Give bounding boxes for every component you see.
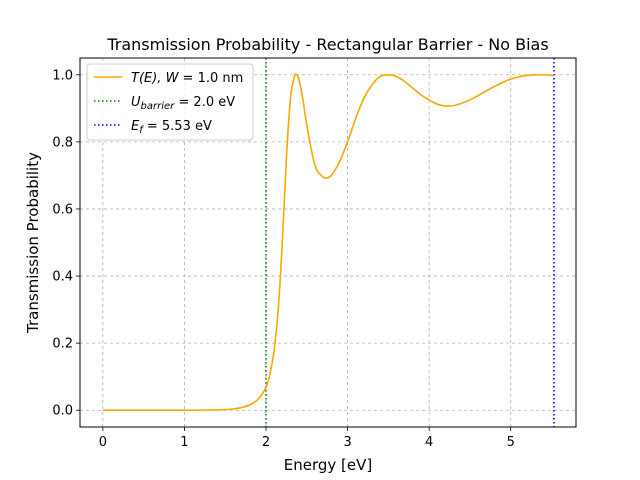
legend-barrier-value: = 2.0 eV xyxy=(174,95,235,110)
vertical-lines xyxy=(265,58,555,427)
legend-label-curve: T(E), W = 1.0 nm xyxy=(131,71,243,86)
transmission-curve xyxy=(102,73,555,412)
legend-box xyxy=(86,63,254,141)
y-axis-label: Transmission Probability xyxy=(24,152,42,334)
y-tick-label: 1.0 xyxy=(52,68,73,83)
legend-curve-value: 1.0 nm xyxy=(198,71,244,86)
x-tick-label: 5 xyxy=(507,435,515,450)
legend-barrier-sub: barrier xyxy=(141,101,176,112)
x-tick-label: 3 xyxy=(343,435,351,450)
x-tick-label: 1 xyxy=(180,435,188,450)
y-tick-label: 0.6 xyxy=(52,202,73,217)
legend-fermi-sub: f xyxy=(139,125,144,136)
y-tick-label: 0.4 xyxy=(52,270,73,285)
legend-label-barrier: Ubarrier = 2.0 eV xyxy=(131,95,235,112)
y-tick-label: 0.8 xyxy=(52,135,73,150)
legend-barrier-symbol: U xyxy=(131,95,141,110)
x-tick-label: 4 xyxy=(425,435,433,450)
x-tick-label: 0 xyxy=(99,435,107,450)
legend-label-fermi: Ef = 5.53 eV xyxy=(131,119,212,136)
y-tick-label: 0.2 xyxy=(52,337,73,352)
legend: T(E), W = 1.0 nm Ubarrier = 2.0 eV Ef = … xyxy=(86,63,254,141)
x-axis-label: Energy [eV] xyxy=(284,456,372,474)
plot-frame xyxy=(79,57,577,428)
series-layer xyxy=(102,73,555,412)
chart-title: Transmission Probability - Rectangular B… xyxy=(106,35,548,54)
legend-fermi-symbol: E xyxy=(131,119,140,134)
legend-curve-math: T(E), W = xyxy=(131,71,198,86)
y-tick-label: 0.0 xyxy=(52,404,73,419)
legend-fermi-value: = 5.53 eV xyxy=(143,119,212,134)
axis-ticks: 0 1 2 3 4 5 0.0 0.2 0.4 0.6 0.8 1.0 xyxy=(52,68,515,450)
x-tick-label: 2 xyxy=(262,435,270,450)
